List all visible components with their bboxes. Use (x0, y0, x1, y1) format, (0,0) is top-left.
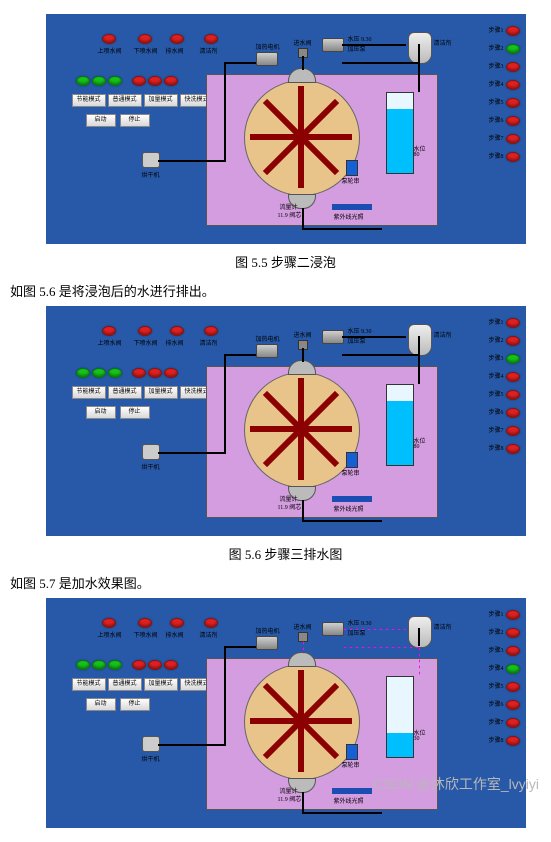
mode-button[interactable]: 节能模式 (72, 94, 106, 107)
mode-button[interactable]: 加量模式 (144, 678, 178, 691)
mode-button[interactable]: 普通模式 (108, 386, 142, 399)
step-indicator: 步骤4 (476, 78, 520, 92)
cleaner-vessel-icon (408, 616, 432, 648)
mode-button[interactable]: 启动 (86, 406, 116, 419)
heater-icon (256, 52, 278, 66)
step-indicator: 步骤3 (476, 352, 520, 366)
mode-button[interactable]: 启动 (86, 114, 116, 127)
step-indicator: 步骤8 (476, 734, 520, 748)
step-indicator-list: 步骤1 步骤2 步骤3 步骤4 步骤5 步骤6 步骤7 步骤8 (476, 316, 520, 460)
step-indicator: 步骤7 (476, 132, 520, 146)
paragraph-56: 如图 5.6 是将浸泡后的水进行排出。 (10, 281, 551, 300)
pump-icon (322, 622, 344, 636)
mode-button[interactable]: 停止 (120, 698, 150, 711)
mode-button[interactable]: 停止 (120, 114, 150, 127)
water-tank (386, 92, 414, 174)
step-indicator: 步骤1 (476, 24, 520, 38)
mode-button[interactable]: 普通模式 (108, 94, 142, 107)
step-indicator: 步骤1 (476, 608, 520, 622)
step-indicator: 步骤2 (476, 42, 520, 56)
step-indicator: 步骤1 (476, 316, 520, 330)
cleaner-vessel-icon (408, 32, 432, 64)
booster-icon (346, 160, 358, 176)
mode-button[interactable]: 停止 (120, 406, 150, 419)
water-tank (386, 384, 414, 466)
paragraph-57: 如图 5.7 是加水效果图。 (10, 573, 551, 592)
step-indicator: 步骤2 (476, 626, 520, 640)
uv-light-icon (332, 496, 372, 502)
step-indicator: 步骤6 (476, 406, 520, 420)
mode-button[interactable]: 启动 (86, 698, 116, 711)
step-indicator: 步骤4 (476, 370, 520, 384)
cleaner-vessel-icon (408, 324, 432, 356)
step-indicator: 步骤6 (476, 114, 520, 128)
caption-fig55: 图 5.5 步骤二浸泡 (10, 252, 551, 271)
step-indicator: 步骤5 (476, 388, 520, 402)
mode-button[interactable]: 节能模式 (72, 678, 106, 691)
step-indicator: 步骤8 (476, 150, 520, 164)
hmi-panel-fig55: 上喷水阀下喷水阀排水阀清洁剂节能模式普通模式加量模式快洗模式启动停止烘干机流量计… (46, 14, 526, 244)
step-indicator: 步骤7 (476, 716, 520, 730)
caption-fig56: 图 5.6 步骤三排水图 (10, 544, 551, 563)
step-indicator-list: 步骤1 步骤2 步骤3 步骤4 步骤5 步骤6 步骤7 步骤8 (476, 608, 520, 752)
step-indicator: 步骤2 (476, 334, 520, 348)
water-tank (386, 676, 414, 758)
hmi-panel-fig56: 上喷水阀下喷水阀排水阀清洁剂节能模式普通模式加量模式快洗模式启动停止烘干机流量计… (46, 306, 526, 536)
mode-button[interactable]: 节能模式 (72, 386, 106, 399)
step-indicator-list: 步骤1 步骤2 步骤3 步骤4 步骤5 步骤6 步骤7 步骤8 (476, 24, 520, 168)
mode-button[interactable]: 加量模式 (144, 386, 178, 399)
heater-icon (256, 636, 278, 650)
step-indicator: 步骤5 (476, 96, 520, 110)
step-indicator: 步骤4 (476, 662, 520, 676)
booster-icon (346, 452, 358, 468)
step-indicator: 步骤3 (476, 60, 520, 74)
uv-light-icon (332, 204, 372, 210)
hmi-panel-fig57: 上喷水阀下喷水阀排水阀清洁剂节能模式普通模式加量模式快洗模式启动停止烘干机流量计… (46, 598, 526, 828)
mode-button[interactable]: 普通模式 (108, 678, 142, 691)
step-indicator: 步骤5 (476, 680, 520, 694)
step-indicator: 步骤8 (476, 442, 520, 456)
step-indicator: 步骤7 (476, 424, 520, 438)
step-indicator: 步骤6 (476, 698, 520, 712)
mode-button[interactable]: 加量模式 (144, 94, 178, 107)
uv-light-icon (332, 788, 372, 794)
step-indicator: 步骤3 (476, 644, 520, 658)
pump-icon (322, 330, 344, 344)
pump-icon (322, 38, 344, 52)
booster-icon (346, 744, 358, 760)
heater-icon (256, 344, 278, 358)
